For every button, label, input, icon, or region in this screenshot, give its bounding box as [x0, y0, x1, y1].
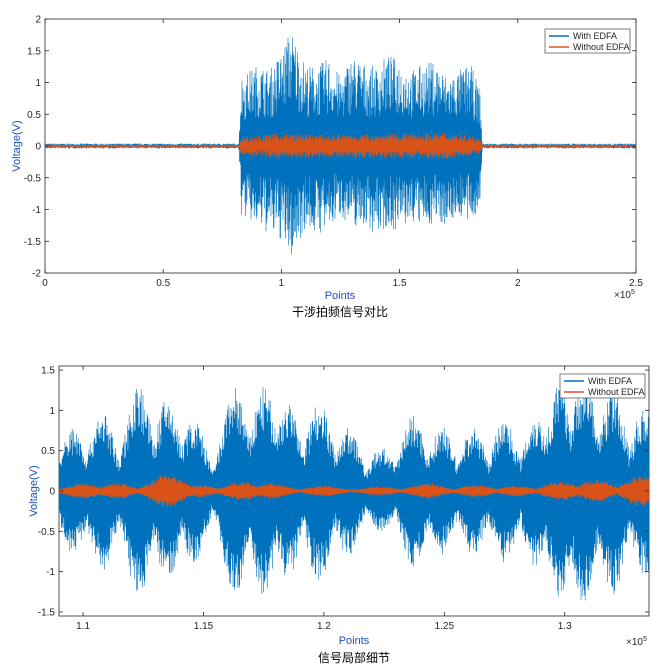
bottom-x-tick-label: 1.2 [317, 621, 331, 632]
top-x-tick-label: 0.5 [156, 278, 170, 289]
chart-top: 0 0.5 1 1.5 2 2.5 -2-1.5-1-0.500.511.52 ×105 … [11, 15, 643, 320]
bottom-y-tick-label: 1.5 [41, 366, 55, 377]
bottom-caption: 信号局部细节 [318, 650, 390, 665]
top-x-tick-label: 2 [515, 278, 521, 289]
top-y-tick-label: -1.5 [24, 237, 42, 248]
bottom-y-tick-label: -0.5 [38, 527, 56, 538]
bottom-y-ticks: -1.5 -1 -0.5 0 0.5 1 1.5 [38, 366, 649, 618]
top-y-tick-label: -1 [32, 205, 41, 216]
bottom-y-tick-label: 1 [49, 406, 55, 417]
bottom-series-group [58, 380, 650, 601]
chart-bottom: 1.1 1.15 1.2 1.25 1.3 -1.5 -1 -0.5 0 0.5 1 1.5 ×10… [28, 366, 650, 665]
top-x-tick-label: 1.5 [393, 278, 407, 289]
top-caption: 干涉拍频信号对比 [292, 304, 388, 319]
top-y-tick-label: 2 [35, 15, 41, 26]
bottom-x-exponent: ×105 [626, 636, 647, 648]
top-x-tick-label: 1 [279, 278, 285, 289]
top-x-axis-label: Points [325, 290, 356, 302]
bottom-x-tick-label: 1.25 [435, 621, 455, 632]
top-x-ticks: 0 0.5 1 1.5 2 2.5 [42, 19, 643, 289]
bottom-y-tick-label: -1 [46, 567, 55, 578]
top-x-tick-label: 2.5 [629, 278, 643, 289]
top-y-tick-label: 1 [35, 78, 41, 89]
bottom-x-tick-label: 1.15 [194, 621, 214, 632]
bottom-legend: With EDFA Without EDFA [559, 373, 646, 399]
top-legend-label-with-edfa: With EDFA [573, 31, 617, 41]
bottom-y-tick-label: 0.5 [41, 446, 55, 457]
bottom-legend-label-with-edfa: With EDFA [588, 376, 632, 386]
bottom-y-tick-label: -1.5 [38, 607, 56, 618]
top-legend: With EDFA Without EDFA [544, 28, 631, 54]
bottom-x-ticks: 1.1 1.15 1.2 1.25 1.3 [76, 366, 572, 632]
bottom-y-tick-label: 0 [49, 487, 55, 498]
top-x-exponent: ×105 [614, 289, 635, 301]
bottom-series-without-edfa [58, 474, 650, 508]
top-series-group [44, 37, 637, 255]
top-y-tick-label: -0.5 [24, 173, 42, 184]
bottom-x-tick-label: 1.1 [76, 621, 90, 632]
top-legend-box [544, 28, 631, 54]
top-legend-label-without-edfa: Without EDFA [573, 42, 630, 52]
top-y-tick-label: 1.5 [27, 46, 41, 57]
bottom-y-axis-label: Voltage(V) [28, 465, 40, 516]
top-y-tick-label: 0.5 [27, 110, 41, 121]
top-y-axis-label: Voltage(V) [11, 120, 23, 171]
top-y-tick-label: -2 [32, 269, 41, 280]
bottom-x-tick-label: 1.3 [558, 621, 572, 632]
top-y-tick-label: 0 [35, 142, 41, 153]
top-y-ticks: -2 -1.5 -1 -0.5 0 0.5 1 1.5 2 [24, 15, 636, 280]
bottom-legend-box [559, 373, 646, 399]
bottom-x-axis-label: Points [339, 635, 370, 647]
top-series-without-edfa [44, 132, 637, 159]
top-x-tick-label: 0 [42, 278, 48, 289]
bottom-legend-label-without-edfa: Without EDFA [588, 387, 645, 397]
